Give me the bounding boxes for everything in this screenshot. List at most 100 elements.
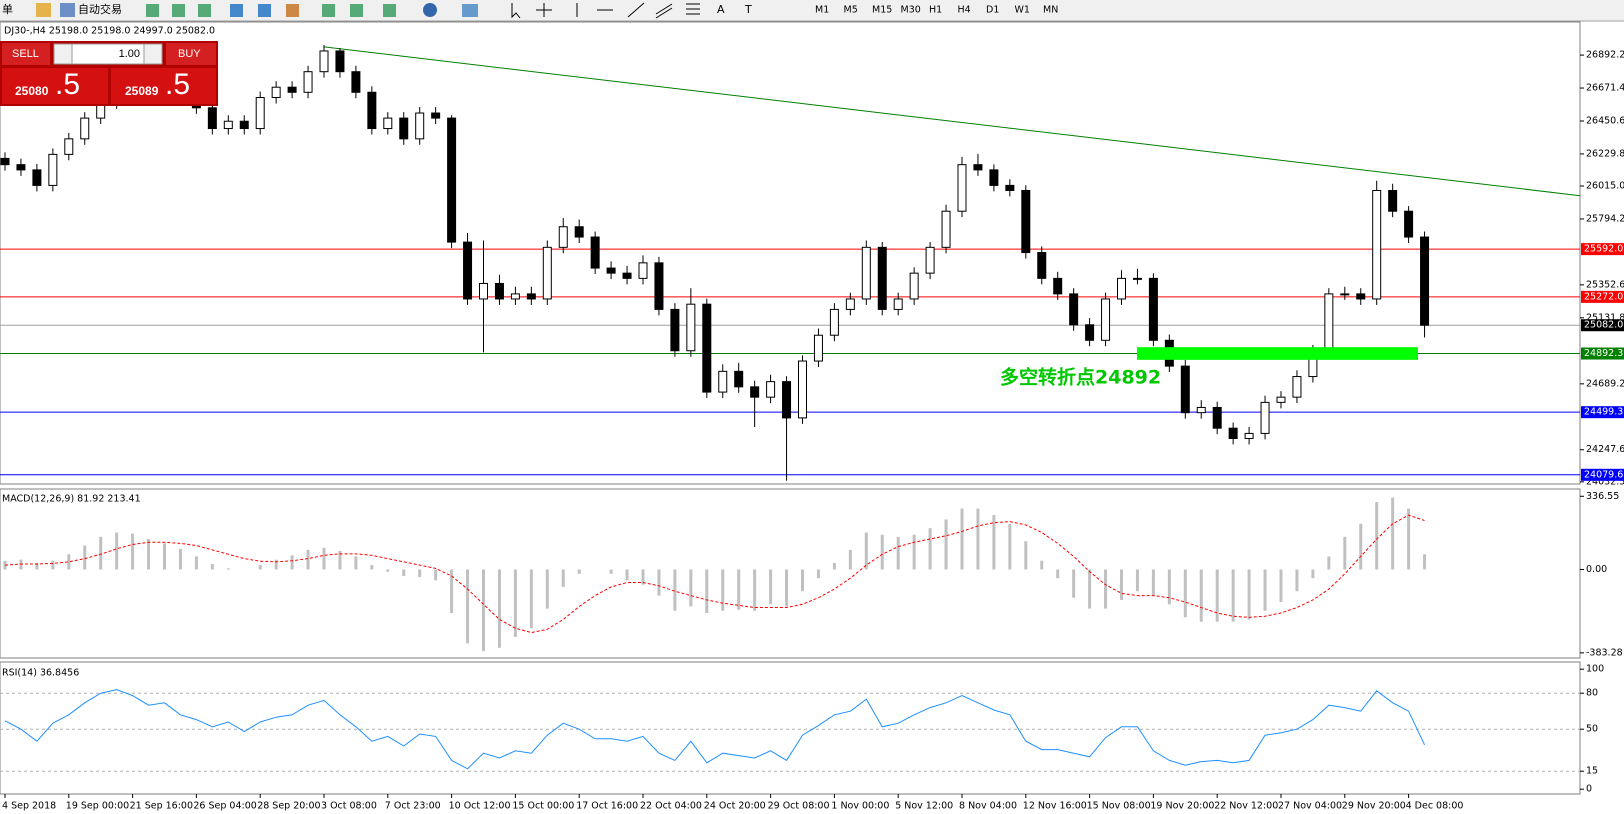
buy-label: BUY [178, 48, 201, 60]
timeframe-button[interactable]: D1 [986, 5, 999, 16]
candle-body [287, 86, 297, 93]
x-tick-label: 29 Oct 08:00 [768, 801, 830, 812]
icon[interactable] [350, 4, 363, 17]
macd-bar [274, 559, 278, 570]
icon[interactable] [172, 4, 185, 17]
y-tick-label: 24032.5 [1586, 476, 1624, 487]
candle-body [925, 246, 935, 274]
lot-down[interactable] [53, 43, 73, 65]
candle-body [223, 120, 233, 130]
x-tick-label: 10 Oct 12:00 [449, 801, 511, 812]
icon[interactable] [230, 4, 243, 17]
icon[interactable] [36, 3, 51, 17]
sell-button[interactable] [2, 43, 50, 65]
candle-body [479, 282, 488, 300]
sell-price: 25080 [15, 84, 49, 98]
icon[interactable] [511, 3, 521, 19]
timeframe-button[interactable]: M1 [815, 5, 829, 16]
macd-bar [721, 569, 725, 611]
macd-bar [51, 560, 55, 570]
icon[interactable] [322, 4, 335, 17]
icon[interactable] [462, 4, 478, 17]
candle-body [718, 370, 728, 393]
buy-button[interactable] [166, 43, 216, 65]
icon[interactable] [655, 3, 673, 19]
candle-body [463, 241, 473, 300]
icon[interactable] [627, 2, 645, 18]
price-label-bg [1581, 290, 1624, 303]
macd-bar [1279, 569, 1283, 603]
macd-bar [210, 564, 214, 570]
price-label: 24892.3 [1584, 348, 1623, 359]
price-label-bg [1581, 347, 1624, 360]
timeframe-button[interactable]: H4 [958, 5, 971, 16]
macd-bar [450, 569, 454, 613]
icon[interactable] [198, 4, 211, 17]
x-tick-label: 22 Nov 12:00 [1214, 801, 1278, 812]
macd-bar [976, 508, 980, 570]
x-tick-label: 12 Nov 16:00 [1023, 801, 1087, 812]
sell-price-box[interactable] [2, 68, 108, 104]
signal-line [4, 514, 1425, 634]
candle-body [702, 303, 712, 393]
candle-body [1117, 277, 1126, 300]
macd-bar [1263, 569, 1267, 611]
lot-value: 1.00 [119, 48, 140, 60]
candle-body [877, 246, 887, 310]
candle-body [1053, 277, 1063, 295]
macd-bar [163, 543, 166, 570]
macd-bar [641, 569, 645, 585]
lot-up[interactable] [143, 43, 163, 65]
price-label: 25592.0 [1584, 244, 1623, 255]
icon[interactable] [286, 4, 299, 17]
candle-body [813, 334, 823, 362]
toolbar-tool[interactable]: T [744, 3, 752, 16]
timeframe-button[interactable]: M30 [901, 5, 921, 16]
timeframe-button[interactable]: MN [1043, 5, 1058, 16]
timeframe-button[interactable]: W1 [1015, 5, 1030, 16]
candle-body [670, 308, 680, 352]
timeframe-button[interactable]: M5 [844, 5, 858, 16]
x-tick-label: 26 Sep 04:00 [193, 801, 256, 812]
candle-body [1037, 252, 1047, 279]
macd-bar [785, 569, 789, 607]
y-tick-label: 26892.2 [1586, 50, 1624, 61]
macd-bar [1120, 569, 1123, 600]
icon[interactable] [423, 3, 437, 17]
macd-bar [83, 545, 87, 570]
toolbar-item[interactable]: 单 [2, 3, 13, 16]
macd-bar [1056, 569, 1060, 579]
icon[interactable] [146, 4, 159, 17]
candle-body [798, 360, 807, 419]
toolbar-tool[interactable]: A [717, 3, 725, 16]
candle-body [1132, 277, 1142, 280]
candle-body [574, 226, 584, 238]
indicator-title: MACD(12,26,9) 81.92 213.41 [2, 494, 141, 505]
candle-body [16, 164, 26, 171]
toolbar-item[interactable]: 自动交易 [78, 2, 122, 16]
macd-bar [1072, 569, 1076, 598]
timeframe-button[interactable]: H1 [929, 5, 942, 16]
candle-body [335, 50, 345, 73]
y-tick-label: 336.55 [1586, 491, 1619, 502]
icon[interactable] [60, 3, 75, 17]
candle-body [638, 262, 648, 279]
macd-bar [386, 569, 390, 572]
timeframe-button[interactable]: M15 [872, 5, 892, 16]
candle-body [431, 112, 441, 119]
price-label: 24499.3 [1584, 407, 1623, 418]
icon[interactable] [258, 4, 271, 17]
icon[interactable] [686, 3, 700, 15]
buy-price-box[interactable] [111, 68, 216, 104]
macd-bar [1231, 569, 1235, 622]
icon[interactable] [383, 4, 396, 17]
macd-bar [545, 569, 549, 609]
macd-bar [115, 532, 119, 570]
macd-bar [1327, 556, 1331, 570]
candle-body [1021, 189, 1031, 254]
macd-bar [625, 569, 629, 581]
icon[interactable] [536, 3, 552, 17]
macd-bar [657, 569, 661, 596]
candle-body [1340, 293, 1350, 296]
candle-body [558, 226, 568, 248]
